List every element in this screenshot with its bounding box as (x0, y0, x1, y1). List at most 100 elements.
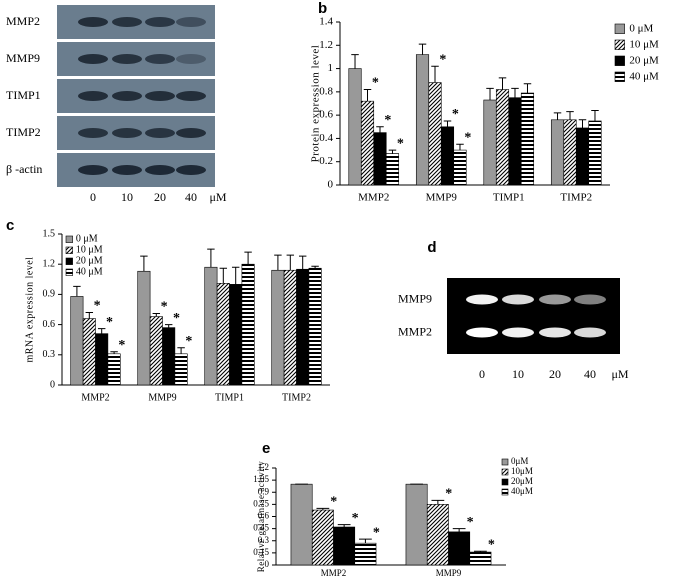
gel-background (447, 278, 620, 354)
bar (453, 149, 467, 186)
legend-label: 10μM (511, 466, 533, 476)
lane-label: 40 (185, 190, 197, 204)
error-bar (523, 83, 532, 94)
y-tick-label: 0.75 (253, 498, 269, 508)
error-bar (486, 87, 494, 101)
lane-label: 10 (121, 190, 133, 204)
row-label: MMP2 (6, 14, 40, 28)
x-tick-label: TIMP1 (493, 192, 525, 204)
row-label: TIMP1 (6, 88, 41, 102)
unit-label: μM (611, 367, 628, 381)
error-bar (140, 255, 148, 272)
error-bar (388, 149, 397, 154)
error-bar (152, 313, 161, 317)
significance-mark: * (330, 495, 337, 510)
row-label: MMP2 (398, 324, 432, 338)
lane-label: 20 (549, 367, 561, 381)
bar (271, 269, 285, 386)
error-bar (363, 89, 372, 102)
legend-label: 0 μM (76, 234, 98, 245)
bar (469, 551, 492, 566)
y-tick-label: 0.4 (319, 132, 333, 144)
error-bar (474, 550, 487, 553)
significance-mark: * (384, 113, 391, 128)
band (112, 91, 142, 101)
band (539, 294, 571, 305)
significance-mark: * (397, 136, 404, 151)
legend-swatch (501, 468, 509, 476)
band (78, 128, 108, 138)
bar (415, 54, 430, 186)
bar (575, 127, 590, 186)
row-label: β -actin (6, 162, 42, 176)
row-label: MMP9 (6, 51, 40, 65)
error-bar (553, 112, 562, 120)
x-tick-label: MMP2 (358, 192, 389, 204)
y-tick-label: 0 (265, 559, 270, 569)
bar (385, 153, 400, 186)
legend-swatch (65, 257, 73, 265)
y-tick-label: 0.9 (258, 486, 270, 496)
error-bar (311, 265, 319, 269)
legend-label: 40 μM (629, 70, 659, 82)
lane-label: 0 (90, 190, 96, 204)
bar (563, 119, 577, 186)
legend-swatch (614, 71, 625, 82)
band (78, 91, 108, 101)
significance-mark: * (464, 130, 471, 145)
y-tick-label: 0.3 (43, 349, 56, 360)
bar (82, 318, 96, 386)
bar (405, 483, 428, 566)
x-tick-label: TIMP2 (282, 392, 311, 403)
legend-swatch (614, 55, 625, 66)
band (145, 17, 175, 27)
band (539, 327, 571, 338)
error-bar (316, 507, 330, 511)
error-bar (351, 54, 359, 69)
band (78, 165, 108, 175)
band (145, 165, 175, 175)
error-bar (274, 254, 282, 271)
error-bar (418, 43, 427, 55)
y-tick-label: 0.2 (319, 155, 333, 167)
x-tick-label: TIMP1 (215, 392, 244, 403)
y-tick-label: 0.6 (43, 319, 56, 330)
legend-swatch (614, 39, 625, 50)
error-bar (207, 248, 215, 268)
significance-mark: * (352, 511, 359, 526)
legend-label: 0 μM (629, 22, 653, 34)
error-bar (456, 143, 464, 151)
error-bar (298, 255, 307, 270)
panel-label: e (262, 440, 270, 457)
bar (204, 266, 218, 386)
y-tick-label: 0.3 (258, 535, 270, 545)
significance-mark: * (161, 300, 168, 315)
error-bar (591, 109, 599, 121)
bar (174, 353, 188, 386)
y-tick-label: 0 (50, 379, 55, 390)
y-axis-label: Protein expression level (310, 45, 322, 163)
legend-label: 0μM (511, 456, 528, 466)
bar (296, 268, 310, 386)
y-tick-label: 1.05 (253, 474, 269, 484)
error-bar (164, 324, 173, 328)
bar (290, 483, 313, 566)
error-bar (337, 524, 351, 528)
significance-mark: * (373, 525, 380, 540)
error-bar (566, 111, 574, 120)
y-tick-label: 1.5 (43, 228, 56, 239)
x-tick-label: MMP2 (321, 568, 347, 578)
bar (550, 119, 565, 186)
y-tick-label: 0 (328, 179, 334, 191)
band (502, 294, 534, 305)
error-bar (431, 65, 439, 83)
lane-label: 0 (479, 367, 485, 381)
bar (348, 68, 362, 186)
bar (311, 509, 334, 566)
significance-mark: * (173, 311, 180, 326)
band (176, 91, 206, 101)
row-label: TIMP2 (6, 125, 41, 139)
significance-mark: * (118, 338, 125, 353)
y-tick-label: 0.45 (253, 523, 269, 533)
panel-label: d (427, 239, 436, 256)
